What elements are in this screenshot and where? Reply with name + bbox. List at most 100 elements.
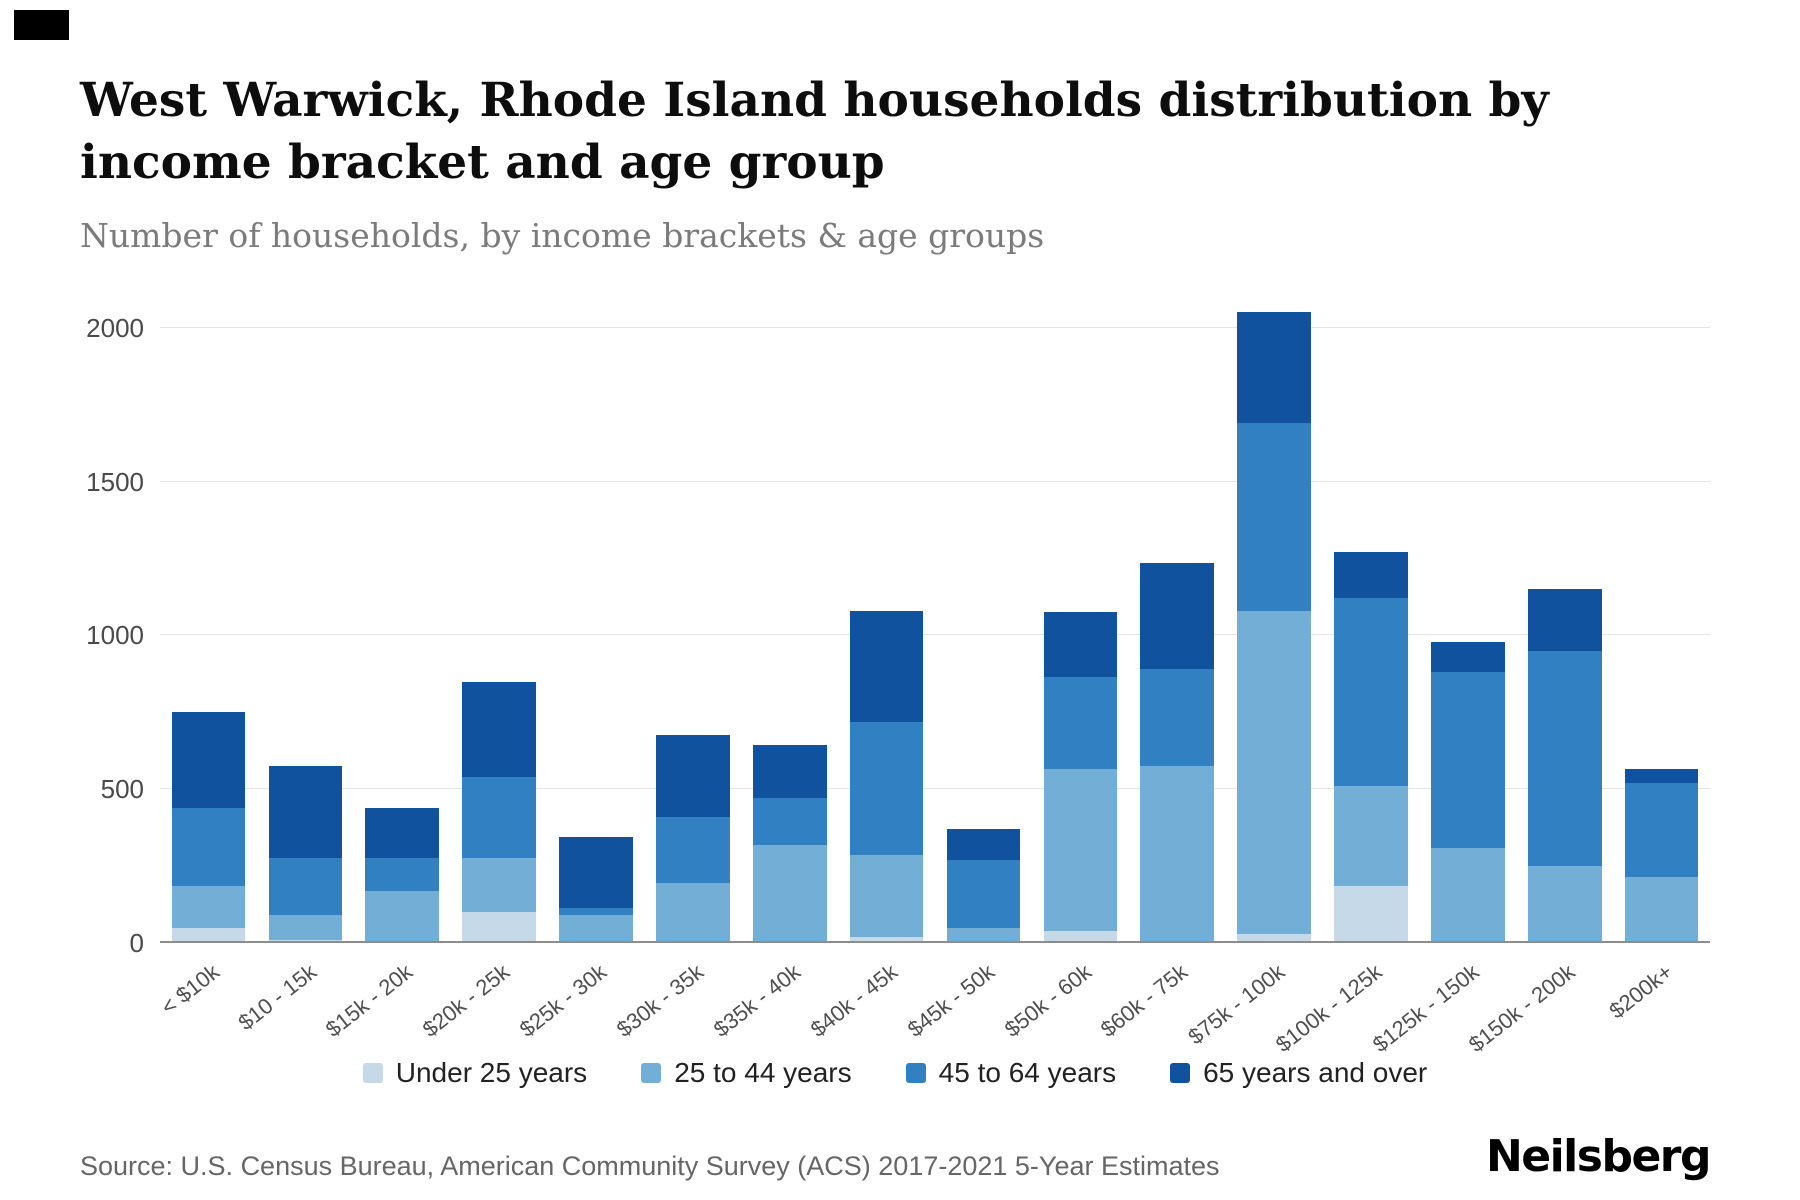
bars-row (160, 303, 1710, 944)
legend-label: 65 years and over (1203, 1057, 1428, 1089)
bar-segment[interactable] (171, 712, 246, 808)
stacked-bar[interactable] (946, 829, 1021, 944)
legend-swatch (1170, 1063, 1191, 1084)
y-tick-label: 2000 (86, 312, 144, 343)
bar-segment[interactable] (1431, 672, 1505, 848)
bar-segment[interactable] (1043, 930, 1118, 944)
source-text: Source: U.S. Census Bureau, American Com… (80, 1151, 1220, 1182)
bar-segment[interactable] (752, 798, 827, 845)
bar-segment[interactable] (1527, 866, 1602, 944)
bar-segment[interactable] (1624, 876, 1699, 944)
bar-slot (1032, 303, 1129, 944)
bar-segment[interactable] (656, 883, 730, 944)
y-gridline-1500 (160, 480, 1710, 482)
x-axis-label: $200k+ (1604, 959, 1677, 1024)
stacked-bar[interactable] (365, 807, 439, 944)
bar-segment[interactable] (946, 860, 1021, 928)
x-label-slot: $200k+ (1604, 943, 1710, 1051)
bar-segment[interactable] (268, 858, 343, 916)
stacked-bar-chart: 0 500 1000 1500 2000 < $10k $10 - 15k $15k - 2… (80, 303, 1710, 1057)
bar-segment[interactable] (268, 766, 343, 859)
bar-segment[interactable] (1140, 766, 1214, 944)
bar-slot (1516, 303, 1613, 944)
bar-segment[interactable] (462, 776, 536, 859)
bar-segment[interactable] (171, 886, 246, 928)
bar-segment[interactable] (656, 735, 730, 817)
bar-segment[interactable] (365, 807, 439, 859)
bar-segment[interactable] (1334, 552, 1408, 599)
x-label-slot: $150k - 200k (1464, 943, 1613, 1057)
legend-item[interactable]: Under 25 years (362, 1057, 587, 1089)
x-axis-label: < $10k (155, 959, 224, 1020)
y-gridline-500 (160, 788, 1710, 790)
bar-segment[interactable] (559, 915, 633, 944)
bar-segment[interactable] (171, 927, 246, 944)
stacked-bar[interactable] (1140, 563, 1214, 944)
legend-item[interactable]: 45 to 64 years (905, 1057, 1117, 1089)
bar-segment[interactable] (1237, 933, 1311, 944)
bar-segment[interactable] (849, 855, 924, 937)
bar-segment[interactable] (1140, 563, 1214, 670)
bar-segment[interactable] (1334, 786, 1408, 887)
stacked-bar[interactable] (1431, 641, 1505, 944)
bar-segment[interactable] (1043, 612, 1118, 677)
bar-segment[interactable] (268, 915, 343, 940)
bar-segment[interactable] (365, 890, 439, 944)
bar-slot (644, 303, 741, 944)
bar-segment[interactable] (1527, 589, 1602, 651)
stacked-bar[interactable] (462, 681, 536, 944)
stacked-bar[interactable] (171, 712, 246, 944)
bar-segment[interactable] (752, 744, 827, 799)
legend-item[interactable]: 65 years and over (1170, 1057, 1427, 1089)
legend-item[interactable]: 25 to 44 years (641, 1057, 852, 1089)
bar-segment[interactable] (1140, 669, 1214, 767)
stacked-bar[interactable] (849, 610, 924, 944)
bar-segment[interactable] (1237, 610, 1311, 934)
bar-slot (838, 303, 935, 944)
bar-segment[interactable] (849, 721, 924, 856)
bar-segment[interactable] (462, 681, 536, 777)
bar-slot (1613, 303, 1710, 944)
y-gridline-2000 (160, 326, 1710, 328)
legend-label: 25 to 44 years (674, 1057, 852, 1089)
bar-segment[interactable] (365, 858, 439, 891)
bar-segment[interactable] (849, 936, 924, 944)
stacked-bar[interactable] (1624, 769, 1699, 944)
bar-segment[interactable] (946, 829, 1021, 860)
bar-segment[interactable] (1431, 641, 1505, 673)
bar-segment[interactable] (1334, 598, 1408, 787)
bar-segment[interactable] (1237, 423, 1311, 611)
stacked-bar[interactable] (1043, 612, 1118, 944)
bar-segment[interactable] (171, 807, 246, 887)
y-tick-label: 0 (129, 928, 144, 959)
bar-segment[interactable] (849, 610, 924, 722)
stacked-bar[interactable] (1527, 589, 1602, 944)
bar-segment[interactable] (1334, 886, 1408, 944)
x-axis-baseline (160, 941, 1710, 944)
stacked-bar[interactable] (1334, 552, 1408, 944)
y-gridline-1000 (160, 634, 1710, 636)
bar-segment[interactable] (1624, 769, 1699, 784)
bar-segment[interactable] (1624, 783, 1699, 877)
stacked-bar[interactable] (268, 766, 343, 944)
legend-swatch (362, 1063, 383, 1084)
bar-segment[interactable] (1043, 676, 1118, 770)
bar-segment[interactable] (1043, 769, 1118, 931)
y-tick-label: 500 (100, 774, 144, 805)
stacked-bar[interactable] (656, 735, 730, 944)
stacked-bar[interactable] (752, 744, 827, 944)
bar-segment[interactable] (462, 912, 536, 944)
bar-segment[interactable] (559, 836, 633, 908)
bar-segment[interactable] (656, 816, 730, 884)
bar-segment[interactable] (559, 907, 633, 916)
bar-segment[interactable] (752, 844, 827, 944)
bar-segment[interactable] (1431, 847, 1505, 944)
bar-segment[interactable] (462, 858, 536, 913)
stacked-bar[interactable] (559, 836, 633, 944)
bar-slot (354, 303, 451, 944)
bar-segment[interactable] (1237, 312, 1311, 424)
stacked-bar[interactable] (1237, 312, 1311, 944)
legend-label: 45 to 64 years (938, 1057, 1117, 1089)
bar-segment[interactable] (1527, 650, 1602, 867)
bar-segment[interactable] (946, 927, 1021, 944)
